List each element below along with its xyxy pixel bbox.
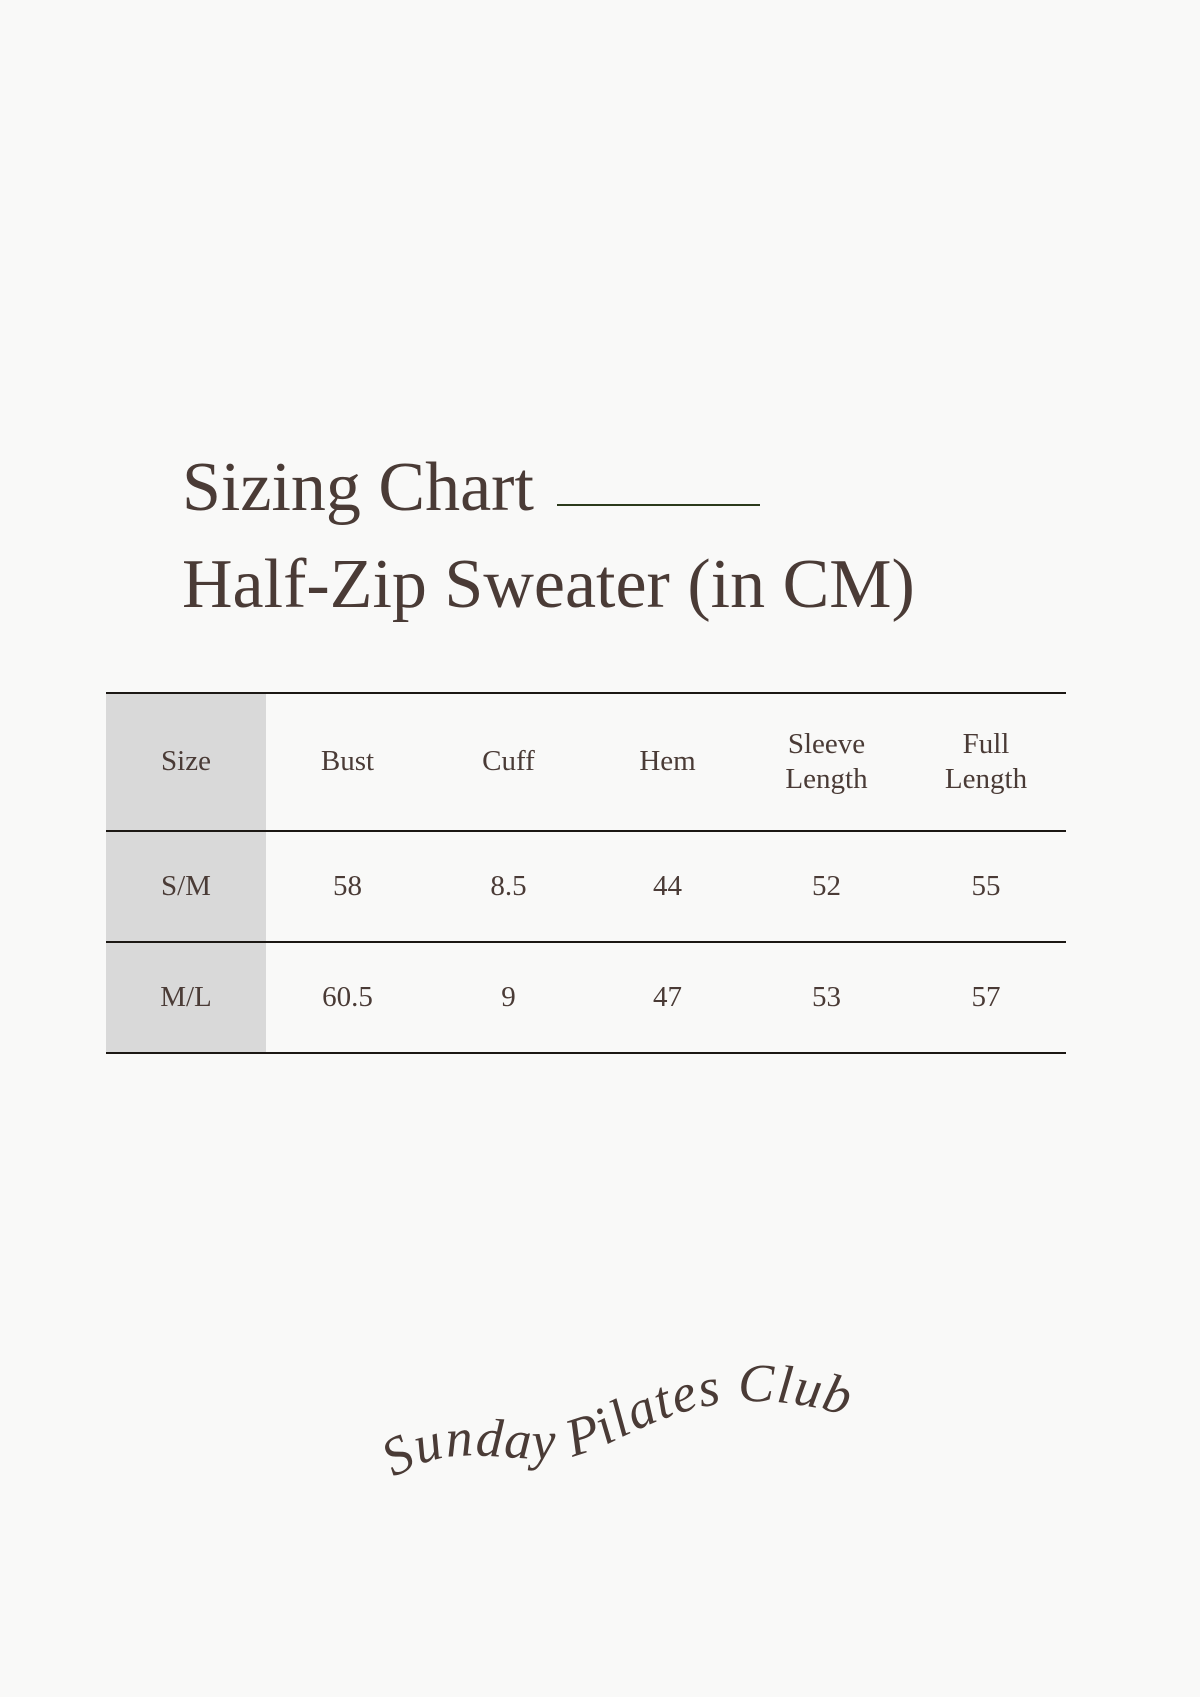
svg-text:Sunday Pilates Club: Sunday Pilates Club bbox=[371, 1353, 860, 1488]
